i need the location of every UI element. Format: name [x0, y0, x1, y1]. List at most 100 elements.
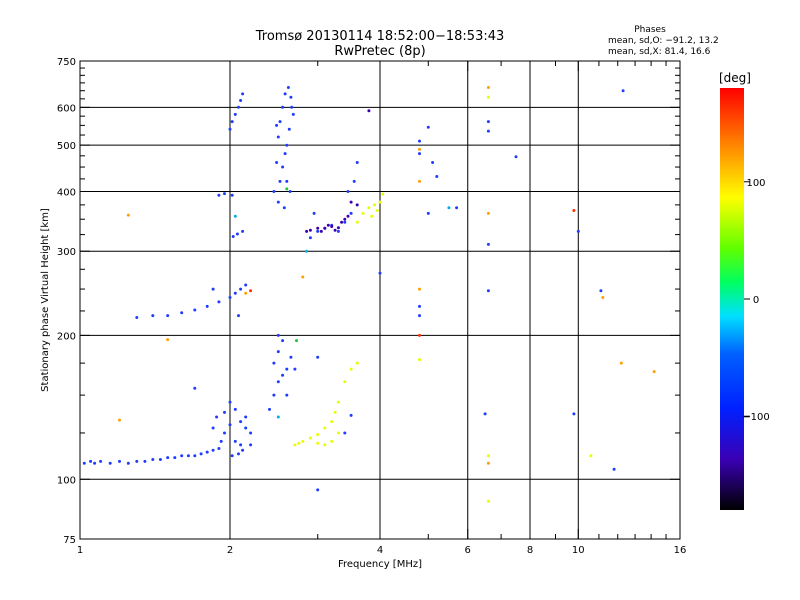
data-point — [621, 89, 625, 93]
data-point — [514, 155, 518, 159]
data-point — [193, 308, 197, 312]
data-point — [241, 229, 245, 233]
data-point — [619, 361, 623, 365]
data-point — [312, 211, 316, 215]
data-point — [151, 458, 155, 461]
data-point — [205, 450, 209, 454]
x-tick-label: 2 — [227, 545, 233, 556]
data-point — [486, 211, 490, 215]
data-point — [486, 454, 490, 458]
data-point — [180, 311, 184, 315]
data-point — [233, 214, 237, 218]
data-point — [272, 393, 276, 397]
data-point — [355, 361, 359, 365]
data-point — [373, 203, 376, 207]
data-point — [288, 190, 292, 193]
chart-subtitle: RwPretec (8p) — [334, 44, 425, 59]
data-point — [289, 95, 293, 99]
data-point — [378, 200, 382, 204]
data-point — [233, 407, 237, 411]
data-point — [599, 289, 603, 293]
data-point — [381, 192, 385, 196]
data-point — [418, 304, 421, 308]
data-point — [239, 287, 243, 291]
data-point — [330, 420, 334, 424]
data-point — [108, 461, 112, 465]
y-tick-label: 200 — [57, 331, 76, 342]
data-point — [431, 161, 435, 164]
data-point — [217, 300, 221, 304]
data-point — [285, 143, 289, 147]
data-point — [211, 287, 215, 291]
data-point — [352, 179, 356, 183]
data-point — [343, 220, 347, 224]
data-point — [205, 304, 209, 308]
data-point — [126, 461, 130, 465]
data-point — [239, 99, 243, 102]
data-point — [126, 213, 130, 217]
data-point — [233, 112, 237, 116]
colorbar-tick-label: −100 — [742, 412, 769, 423]
data-point — [244, 415, 248, 419]
data-point — [293, 367, 297, 371]
data-point — [281, 339, 285, 343]
data-point — [228, 127, 232, 131]
data-point — [235, 232, 239, 236]
data-point — [281, 105, 285, 109]
data-point — [211, 448, 215, 452]
data-point — [278, 179, 282, 183]
colorbar — [720, 88, 744, 510]
data-point — [343, 380, 347, 384]
data-point — [286, 86, 290, 89]
data-point — [215, 415, 219, 419]
data-point — [135, 459, 139, 463]
y-tick-label: 500 — [57, 141, 76, 152]
data-point — [330, 225, 334, 228]
data-point — [275, 123, 279, 127]
data-point — [283, 152, 287, 156]
axis-ticks — [79, 60, 681, 540]
data-point — [308, 236, 312, 240]
data-point — [158, 458, 162, 461]
data-point — [276, 415, 280, 419]
data-point — [426, 125, 430, 129]
data-point — [316, 488, 320, 492]
data-point — [308, 436, 312, 440]
data-point — [301, 275, 305, 279]
data-point — [193, 386, 197, 390]
data-point — [652, 370, 656, 374]
data-point — [308, 228, 312, 232]
data-point — [336, 226, 340, 230]
data-point — [316, 441, 320, 445]
x-tick-label: 4 — [377, 545, 383, 556]
data-point — [330, 439, 334, 443]
data-point — [151, 314, 155, 318]
data-point — [326, 223, 330, 227]
data-point — [486, 95, 490, 99]
data-point — [355, 220, 359, 224]
data-point — [244, 426, 248, 430]
data-point — [355, 203, 359, 207]
chart-title: Tromsø 20130114 18:52:00−18:53:43 — [255, 29, 505, 44]
data-point — [486, 289, 490, 293]
data-point — [346, 190, 350, 193]
data-point — [319, 229, 323, 233]
data-point — [287, 127, 291, 131]
y-tick-label: 300 — [57, 247, 76, 258]
data-point — [486, 120, 490, 124]
data-point — [249, 443, 253, 447]
data-point — [166, 338, 170, 342]
data-point — [285, 179, 289, 183]
y-tick-label: 100 — [57, 475, 76, 486]
data-point — [276, 333, 280, 337]
data-point — [223, 410, 226, 414]
y-tick-label: 750 — [57, 57, 76, 68]
data-point — [118, 459, 121, 463]
data-point — [285, 187, 289, 191]
data-point — [367, 109, 371, 113]
grid-lines — [80, 61, 680, 539]
data-point — [276, 200, 280, 204]
data-point — [89, 459, 93, 463]
data-point — [316, 433, 320, 437]
